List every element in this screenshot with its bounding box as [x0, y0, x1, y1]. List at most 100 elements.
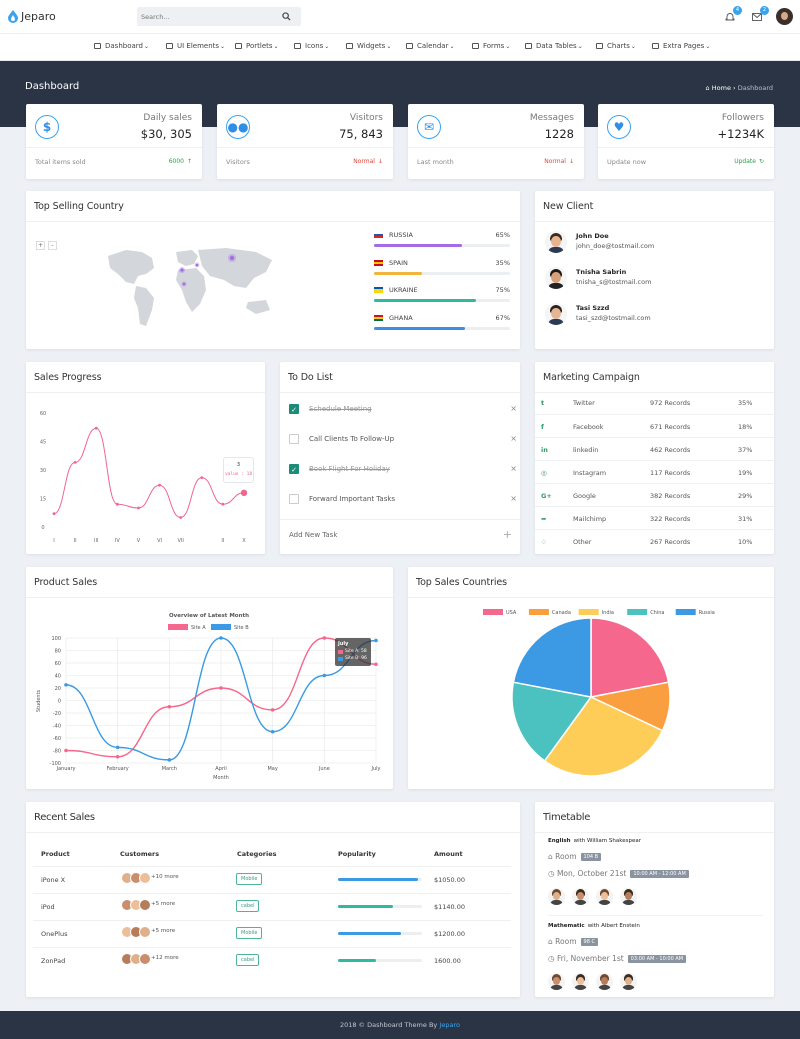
room-badge: 98 C — [580, 938, 598, 946]
y-tick-label: -100 — [50, 761, 61, 767]
home-icon — [94, 43, 101, 49]
x-tick-label: II — [74, 538, 77, 544]
zoom-out-button[interactable]: - — [48, 241, 57, 250]
todo-checkbox[interactable]: ✓ — [289, 404, 299, 414]
data-point[interactable] — [115, 502, 119, 506]
data-point[interactable] — [374, 662, 378, 667]
data-point[interactable] — [52, 512, 56, 516]
y-tick-label: 100 — [51, 636, 61, 642]
popularity-bar — [338, 959, 422, 962]
data-point[interactable] — [270, 729, 275, 734]
todo-checkbox[interactable]: ✓ — [289, 464, 299, 474]
plus-icon[interactable]: + — [502, 528, 512, 541]
data-point[interactable] — [137, 506, 140, 510]
mail-badge: 2 — [760, 6, 769, 15]
nav-widgets[interactable]: Widgets⌄ — [346, 42, 391, 50]
top-selling-country-card: Top Selling Country + - RUSSIA 65% SPAIN 35… — [26, 191, 520, 349]
pie-slice[interactable] — [512, 617, 592, 698]
data-point[interactable] — [221, 502, 225, 506]
data-point[interactable] — [167, 758, 172, 762]
legend-label: Site B — [234, 625, 249, 631]
close-icon[interactable]: × — [510, 404, 517, 413]
stat-value: +1234K — [717, 127, 764, 141]
data-point[interactable] — [73, 461, 77, 464]
data-point[interactable] — [94, 426, 98, 430]
data-point[interactable] — [115, 745, 120, 750]
close-icon[interactable]: × — [510, 494, 517, 503]
bell-icon — [725, 13, 735, 21]
data-point[interactable] — [200, 476, 204, 479]
search-box[interactable] — [137, 7, 301, 26]
pie-slice[interactable] — [543, 696, 664, 777]
nav-icons[interactable]: Icons⌄ — [294, 42, 329, 50]
product-sales-chart[interactable]: Overview of Latest Month Site A Site B 100 8… — [26, 603, 393, 789]
data-point[interactable] — [64, 748, 68, 753]
todo-checkbox[interactable] — [289, 434, 299, 444]
campaign-row: t Twitter 972 Records 35% — [535, 391, 775, 414]
data-point[interactable] — [270, 708, 275, 712]
heart-icon: ♥ — [607, 115, 631, 139]
user-avatar[interactable] — [776, 8, 793, 25]
zoom-in-button[interactable]: + — [36, 241, 45, 250]
search-input[interactable] — [141, 10, 271, 23]
table-row[interactable]: iPod +5 more cabel $1140.00 — [33, 893, 511, 920]
chevron-down-icon: ⌄ — [143, 43, 150, 50]
legend-swatch — [528, 609, 549, 615]
data-point[interactable] — [115, 754, 120, 759]
data-point[interactable] — [219, 686, 223, 690]
nav-portlets[interactable]: Portlets⌄ — [235, 42, 279, 50]
todo-item[interactable]: Call Clients To Follow-Up × — [289, 434, 517, 460]
todo-checkbox[interactable] — [289, 494, 299, 504]
data-point[interactable] — [240, 489, 248, 496]
campaign-records: 382 Records — [650, 492, 691, 500]
nav-label: Portlets — [246, 42, 273, 50]
table-row[interactable]: OnePlus +5 more Mobile $1200.00 — [33, 920, 511, 947]
timetable-entry[interactable]: English with William Shakespear ⌂ Room 104 … — [548, 838, 762, 916]
table-row[interactable]: iPone X +10 more Mobile $1050.00 — [33, 866, 511, 893]
data-point[interactable] — [374, 638, 378, 643]
data-point[interactable] — [219, 636, 223, 640]
data-point[interactable] — [158, 483, 161, 487]
search-icon[interactable] — [282, 12, 291, 21]
todo-item[interactable]: ✓ Schedule Meeting × — [289, 404, 517, 430]
table-row[interactable]: ZonPad +12 more cabel 1600.00 — [33, 947, 511, 974]
timetable-entry[interactable]: Mathematic with Albert Enstein ⌂ Room 98 C ◷… — [548, 923, 762, 1001]
x-tick-label: VI — [157, 538, 162, 544]
y-tick-label: -40 — [53, 724, 61, 730]
data-point[interactable] — [167, 704, 172, 709]
todo-item[interactable]: ✓ Book Flight For Holiday × — [289, 464, 517, 490]
data-point[interactable] — [64, 683, 68, 687]
pie-slice[interactable] — [590, 617, 670, 698]
close-icon[interactable]: × — [510, 434, 517, 443]
nav-data-tables[interactable]: Data Tables⌄ — [525, 42, 583, 50]
legend-label: India — [602, 610, 614, 616]
chevron-down-icon: ⌄ — [220, 43, 226, 50]
nav-calendar[interactable]: Calendar⌄ — [406, 42, 455, 50]
nav-forms[interactable]: Forms⌄ — [472, 42, 510, 50]
nav-dashboard[interactable]: Dashboard⌄ — [94, 42, 149, 50]
customer-more: +12 more — [151, 955, 179, 961]
nav-extra-pages[interactable]: Extra Pages⌄ — [652, 42, 710, 50]
pie-slice[interactable] — [511, 681, 593, 762]
new-client-card: New Client John Doe john_doe@tostmail.com… — [535, 191, 774, 349]
notification-button[interactable]: 4 — [724, 6, 742, 24]
top-sales-pie-chart[interactable]: USA Canada India China Russia — [408, 603, 774, 789]
tooltip-title: 3 — [236, 462, 241, 468]
add-task-input[interactable]: Add New Task — [289, 531, 338, 539]
world-map[interactable] — [106, 246, 276, 328]
nav-ui-elements[interactable]: UI Elements⌄ — [166, 42, 225, 50]
footer-brand-link[interactable]: Jeparo — [439, 1021, 461, 1029]
nav-charts[interactable]: Charts⌄ — [596, 42, 636, 50]
todo-item[interactable]: Forward Important Tasks × — [289, 494, 517, 520]
form-icon — [472, 43, 479, 49]
breadcrumb-home[interactable]: Home — [711, 84, 731, 92]
campaign-row: ◎ Instagram 117 Records 19% — [535, 460, 775, 483]
mail-button[interactable]: 2 — [751, 6, 769, 24]
data-point[interactable] — [322, 636, 327, 640]
top-bar: Jeparo 4 2 — [0, 0, 800, 34]
data-point[interactable] — [179, 516, 183, 519]
close-icon[interactable]: × — [510, 464, 517, 473]
stat-card: ♥ Followers +1234K Update now Update ↻ — [598, 104, 774, 179]
data-point[interactable] — [322, 673, 327, 678]
